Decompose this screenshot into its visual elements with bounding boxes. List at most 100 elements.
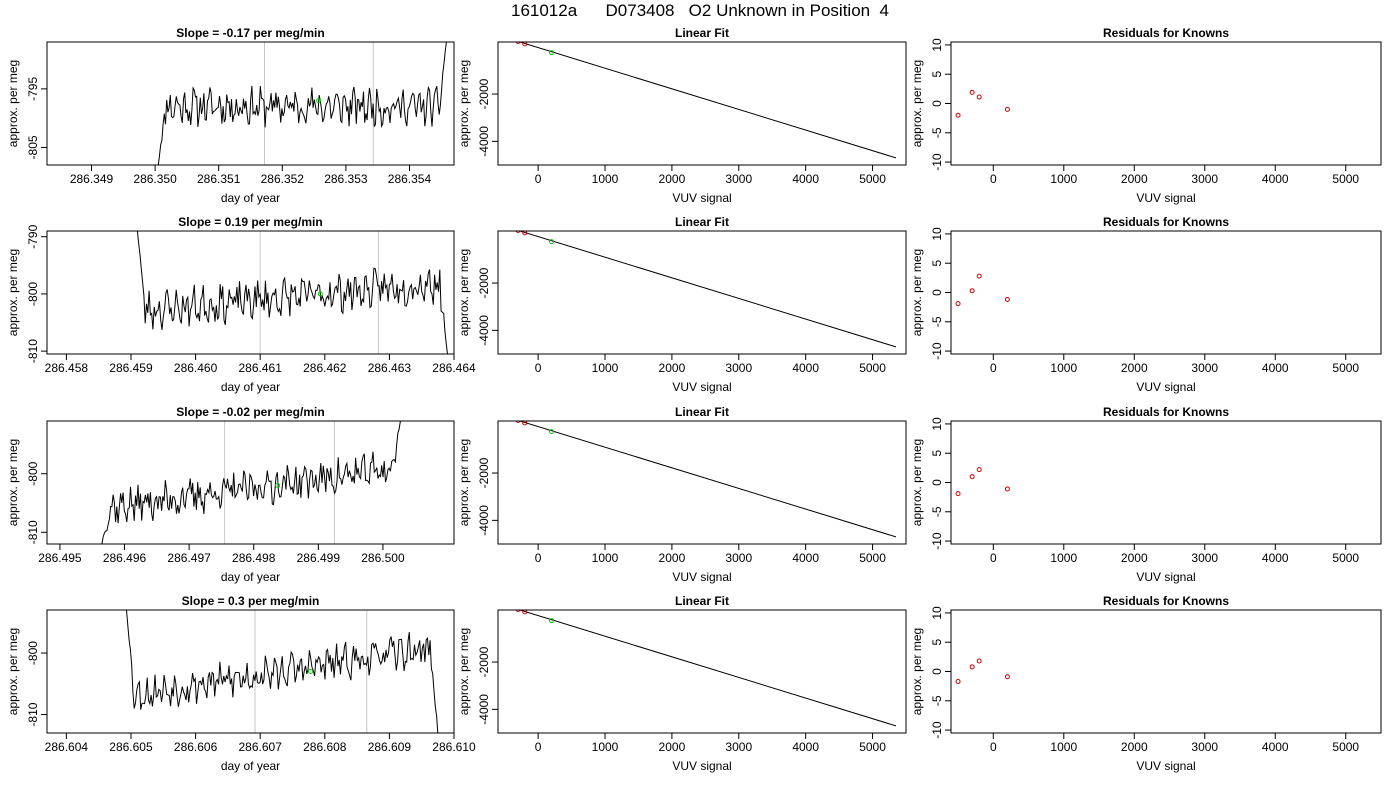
x-tick-label: 0: [990, 172, 997, 186]
y-tick-label: -790: [26, 224, 40, 248]
y-tick-label: 5: [930, 71, 944, 78]
known-point: [515, 421, 521, 424]
plot-area: [955, 467, 1010, 497]
x-tick-label: 5000: [859, 361, 886, 375]
unknown-mean-point: [317, 291, 323, 297]
y-tick-label: -10: [930, 153, 944, 171]
x-tick-label: 2000: [1121, 361, 1148, 375]
x-tick-label: 2000: [1121, 172, 1148, 186]
unknown-mean-point: [316, 98, 322, 104]
unknown-mean-point: [308, 669, 314, 674]
y-tick-label: -4000: [477, 505, 491, 536]
plot-frame: [497, 420, 907, 545]
x-tick-label: 0: [990, 740, 997, 754]
known-point: [503, 224, 507, 228]
x-axis-label: VUV signal: [1136, 759, 1195, 773]
panel-fit-1: Linear Fit 0 1000 2000 3000 4000 5000 -2000 -400…: [457, 215, 907, 394]
plot-area: [101, 421, 401, 544]
x-tick-label: 2000: [659, 172, 686, 186]
x-tick-label: 5000: [1332, 551, 1359, 565]
x-axis-label: day of year: [221, 759, 280, 773]
plot-frame: [46, 41, 455, 166]
x-tick-label: 4000: [1262, 172, 1289, 186]
y-tick-label: -4000: [477, 126, 491, 157]
residual-point: [1004, 486, 1010, 492]
panel-timeseries-3: Slope = 0.3 per meg/min 286.604 286.605 286…: [6, 594, 476, 773]
x-tick-label: 286.498: [232, 551, 276, 565]
x-tick-label: 0: [535, 740, 542, 754]
y-tick-label: 0: [930, 668, 944, 675]
known-point: [522, 42, 528, 47]
residual-point: [976, 658, 982, 664]
residual-point: [969, 89, 975, 95]
panel-title: Slope = 0.19 per meg/min: [178, 215, 322, 229]
y-tick-label: -795: [26, 77, 40, 101]
panel-timeseries-2: Slope = -0.02 per meg/min 286.495 286.496 2…: [6, 405, 455, 584]
fit-line: [518, 231, 897, 348]
plot-frame: [46, 609, 455, 734]
x-tick-label: 1000: [592, 551, 619, 565]
panel-residuals-2: Residuals for Knowns 0 1000 2000 3000 4000 500…: [910, 405, 1382, 584]
panel-residuals-0: Residuals for Knowns 0 1000 2000 3000 4000 500…: [910, 26, 1382, 205]
plot-frame: [950, 420, 1382, 545]
y-tick-label: -810: [26, 702, 40, 726]
x-tick-label: 5000: [1332, 361, 1359, 375]
plot-area: [955, 89, 1010, 118]
y-tick-label: -10: [930, 342, 944, 360]
x-tick-label: 286.497: [167, 551, 211, 565]
x-axis-label: VUV signal: [1136, 380, 1195, 394]
x-tick-label: 286.350: [133, 172, 177, 186]
panel-title: Linear Fit: [675, 215, 729, 229]
residual-point: [969, 474, 975, 480]
unknown-point: [549, 618, 555, 624]
x-tick-label: 286.609: [368, 740, 412, 754]
y-axis-label: approx. per meg: [6, 249, 20, 336]
known-point: [515, 42, 521, 45]
x-tick-label: 4000: [792, 740, 819, 754]
residual-point: [976, 467, 982, 473]
x-tick-label: 286.499: [297, 551, 341, 565]
x-tick-label: 1000: [592, 361, 619, 375]
signal-line: [157, 42, 447, 165]
y-axis-label: approx. per meg: [457, 60, 471, 147]
x-tick-label: 286.460: [174, 361, 218, 375]
x-tick-label: 4000: [1262, 361, 1289, 375]
panel-title: Residuals for Knowns: [1103, 26, 1229, 40]
y-tick-label: -2000: [477, 457, 491, 488]
known-point: [503, 603, 507, 607]
known-point: [522, 610, 528, 615]
residual-point: [955, 491, 961, 497]
x-tick-label: 0: [990, 551, 997, 565]
fit-line: [518, 42, 897, 159]
x-tick-label: 286.458: [45, 361, 89, 375]
plot-area: [126, 610, 439, 733]
residual-point: [955, 678, 961, 684]
y-tick-label: -5: [930, 506, 944, 517]
x-axis-label: VUV signal: [1136, 191, 1195, 205]
panel-timeseries-0: Slope = -0.17 per meg/min 286.349 286.350 2…: [6, 26, 455, 205]
x-tick-label: 0: [535, 551, 542, 565]
residual-point: [976, 273, 982, 279]
x-tick-label: 1000: [592, 740, 619, 754]
plot-area: [136, 231, 448, 354]
panel-title: Residuals for Knowns: [1103, 594, 1229, 608]
y-axis-label: approx. per meg: [457, 628, 471, 715]
y-tick-label: 0: [930, 289, 944, 296]
y-tick-label: -4000: [477, 315, 491, 346]
x-tick-label: 3000: [1191, 361, 1218, 375]
x-axis-label: VUV signal: [672, 380, 731, 394]
y-axis-label: approx. per meg: [910, 628, 924, 715]
x-tick-label: 286.461: [238, 361, 282, 375]
x-tick-label: 0: [535, 172, 542, 186]
x-tick-label: 2000: [659, 361, 686, 375]
x-tick-label: 3000: [1191, 172, 1218, 186]
unknown-mean-point: [275, 482, 281, 488]
signal-line: [101, 421, 401, 544]
y-tick-label: 5: [930, 260, 944, 267]
y-tick-label: -2000: [477, 646, 491, 677]
panel-title: Linear Fit: [675, 594, 729, 608]
x-tick-label: 286.605: [109, 740, 153, 754]
panel-title: Slope = -0.17 per meg/min: [176, 26, 324, 40]
y-tick-label: 10: [930, 417, 944, 431]
